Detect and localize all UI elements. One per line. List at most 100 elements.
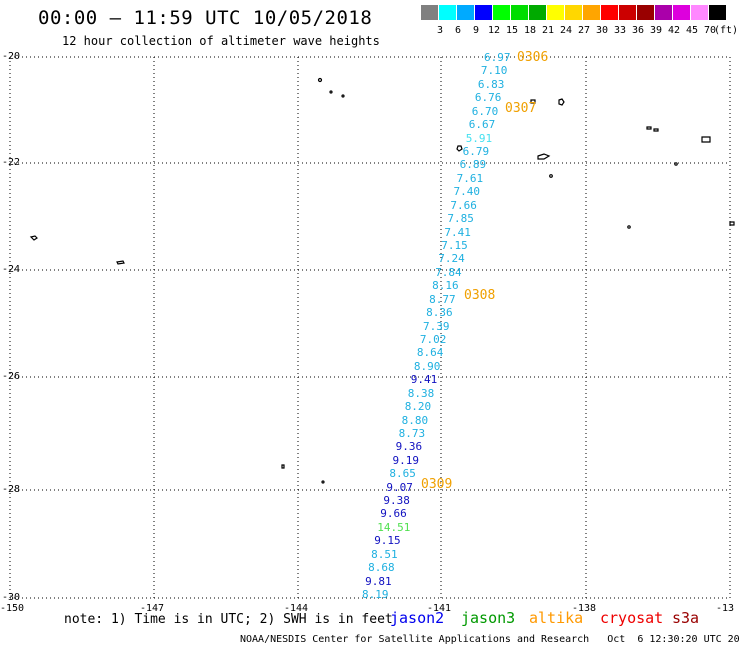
wave-height-value: 6.70 <box>471 104 499 118</box>
legend-label: 33 <box>613 25 627 36</box>
wave-height-value: 8.20 <box>404 400 432 414</box>
longitude-tick-label: -150 <box>0 603 25 614</box>
island-outline <box>116 260 125 265</box>
wave-height-value: 6.83 <box>477 77 505 91</box>
wave-height-value: 8.38 <box>407 386 435 400</box>
wave-height-value: 8.16 <box>432 279 459 293</box>
wave-height-value: 8.51 <box>371 547 398 561</box>
wave-height-value: 5.91 <box>465 131 493 145</box>
island-outline <box>321 480 325 484</box>
wave-height-value: 7.24 <box>438 252 465 266</box>
grid-lines <box>9 56 731 599</box>
legend-label: 12 <box>487 25 501 36</box>
wave-height-value: 7.40 <box>453 185 481 199</box>
latitude-tick-label: -26 <box>2 371 21 382</box>
map-subtitle: 12 hour collection of altimeter wave hei… <box>62 34 380 48</box>
island-outline <box>701 136 711 143</box>
legend-label: 42 <box>667 25 681 36</box>
wave-height-value: 7.41 <box>444 225 471 239</box>
wave-height-value: 7.66 <box>450 198 477 212</box>
wave-height-value: 9.07 <box>386 480 413 494</box>
legend-label: 6 <box>454 25 462 36</box>
legend-swatch <box>439 5 456 20</box>
island-outline <box>729 221 735 226</box>
wave-height-value: 9.41 <box>410 373 438 387</box>
longitude-tick-label: -13 <box>716 603 735 614</box>
wave-height-value: 6.67 <box>468 118 496 132</box>
satellite-label: cryosat <box>600 609 664 627</box>
island-outline <box>341 94 345 98</box>
footer-credit: NOAA/NESDIS Center for Satellite Applica… <box>240 634 740 645</box>
time-mark-label: 0306 <box>517 50 549 65</box>
island-outline <box>530 99 536 104</box>
island-outline <box>674 162 678 166</box>
wave-height-value: 6.89 <box>459 158 487 172</box>
island-outline <box>627 225 631 229</box>
island-outline <box>558 98 565 106</box>
wave-height-value: 14.51 <box>377 520 411 534</box>
legend-swatch <box>619 5 636 20</box>
wave-height-value: 7.15 <box>441 238 468 252</box>
wave-height-value: 8.36 <box>426 306 453 320</box>
island-outline <box>317 77 323 83</box>
satellite-label: jason3 <box>461 609 516 627</box>
legend-unit: (ft) <box>713 25 739 36</box>
legend-label: 15 <box>505 25 519 36</box>
island-outline <box>281 464 285 469</box>
legend-swatch <box>493 5 510 20</box>
legend-swatch <box>529 5 546 20</box>
legend-swatch <box>637 5 654 20</box>
wave-height-value: 7.02 <box>419 332 447 346</box>
longitude-tick-label: -147 <box>140 603 165 614</box>
longitude-tick-label: -144 <box>284 603 309 614</box>
satellite-label: s3a <box>672 609 700 627</box>
island-outline <box>653 128 659 132</box>
legend-label: 70 <box>703 25 717 36</box>
legend-swatch <box>673 5 690 20</box>
legend-label: 30 <box>595 25 609 36</box>
wave-height-value: 9.15 <box>374 534 401 548</box>
satellite-label: jason2 <box>390 609 445 627</box>
legend-swatch <box>655 5 672 20</box>
island-outline <box>456 145 463 152</box>
legend-swatch <box>583 5 600 20</box>
legend-swatch <box>601 5 618 20</box>
note-text: note: 1) Time is in UTC; 2) SWH is in fe… <box>64 612 393 627</box>
island-outline <box>329 90 333 94</box>
time-mark-label: 0307 <box>505 101 537 116</box>
wave-height-value: 7.84 <box>435 265 462 279</box>
latitude-tick-label: -20 <box>2 51 21 62</box>
legend-label: 36 <box>631 25 645 36</box>
wave-height-value: 8.64 <box>416 346 444 360</box>
legend-swatch <box>475 5 492 20</box>
legend-label: 27 <box>577 25 591 36</box>
wave-height-value: 8.77 <box>429 292 456 306</box>
satellite-label: altika <box>529 609 584 627</box>
latitude-tick-label: -24 <box>2 264 21 275</box>
wave-height-value: 7.85 <box>447 212 474 226</box>
latitude-tick-label: -28 <box>2 484 21 495</box>
wave-height-value: 9.19 <box>392 453 420 467</box>
legend-label: 45 <box>685 25 699 36</box>
legend-label: 24 <box>559 25 573 36</box>
legend-swatch <box>457 5 474 20</box>
wave-height-value: 7.10 <box>480 64 508 78</box>
island-outline <box>646 126 652 130</box>
longitude-tick-label: -138 <box>572 603 597 614</box>
wave-height-value: 9.36 <box>395 440 423 454</box>
legend-swatch <box>547 5 564 20</box>
legend-swatch <box>421 5 438 20</box>
latitude-tick-label: -22 <box>2 157 21 168</box>
wave-height-value: 8.73 <box>398 426 426 440</box>
wave-height-value: 8.80 <box>401 413 429 427</box>
legend-label: 3 <box>436 25 444 36</box>
legend-label: 18 <box>523 25 537 36</box>
wave-height-value: 9.66 <box>380 507 407 521</box>
wave-height-value: 9.81 <box>365 574 392 588</box>
legend-swatch <box>709 5 726 20</box>
wave-height-value: 7.39 <box>423 319 450 333</box>
wave-height-value: 8.19 <box>362 588 389 601</box>
wave-height-value: 6.97 <box>484 51 511 64</box>
wave-height-value: 9.38 <box>383 494 410 507</box>
